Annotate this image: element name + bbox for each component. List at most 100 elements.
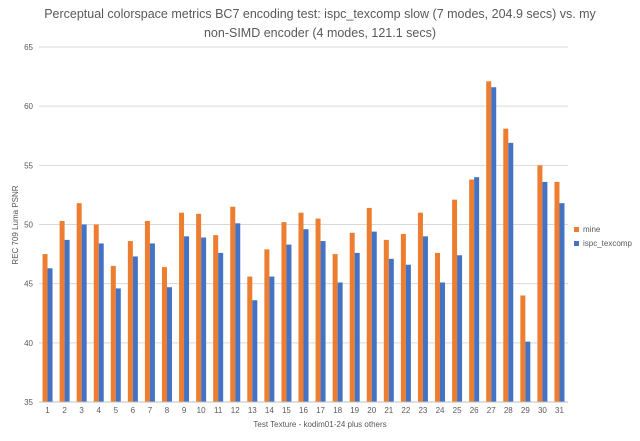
bar-mine-14 (264, 249, 270, 402)
bar-ispc_texcomp-23 (422, 236, 428, 402)
bar-mine-1 (42, 254, 48, 402)
x-tick-label: 30 (538, 406, 547, 415)
x-tick-label: 8 (165, 406, 170, 415)
bar-mine-4 (93, 224, 99, 402)
bar-mine-8 (161, 267, 167, 402)
bar-mine-27 (486, 81, 492, 403)
x-tick-label: 11 (214, 406, 223, 415)
bar-mine-16 (298, 212, 304, 402)
x-axis-label: Test Texture - kodim01-24 plus others (253, 420, 386, 429)
y-tick-label: 50 (24, 221, 33, 230)
x-tick-label: 2 (62, 406, 67, 415)
x-tick-label: 16 (299, 406, 308, 415)
x-tick-label: 5 (114, 406, 119, 415)
bar-ispc_texcomp-25 (457, 255, 463, 402)
bar-mine-29 (520, 295, 526, 402)
y-axis: 35 40 45 50 55 60 65 (24, 43, 33, 407)
x-tick-label: 17 (316, 406, 325, 415)
bar-mine-20 (366, 207, 372, 402)
bar-mine-12 (230, 206, 236, 402)
x-tick-label: 18 (333, 406, 342, 415)
bar-ispc_texcomp-9 (184, 236, 190, 402)
y-axis-label: REC 709 Luma PSNR (11, 185, 20, 264)
x-tick-label: 3 (79, 406, 84, 415)
bar-mine-2 (59, 220, 65, 402)
bar-ispc_texcomp-26 (474, 177, 480, 402)
bar-ispc_texcomp-18 (337, 282, 343, 402)
bar-ispc_texcomp-30 (542, 181, 548, 402)
bar-ispc_texcomp-5 (115, 288, 121, 402)
y-tick-label: 45 (24, 280, 33, 289)
bar-ispc_texcomp-3 (81, 224, 87, 402)
bar-mine-10 (196, 213, 202, 402)
bar-ispc_texcomp-17 (320, 241, 326, 402)
legend-label-mine: mine (583, 225, 601, 234)
x-tick-label: 20 (367, 406, 376, 415)
y-tick-label: 35 (24, 398, 33, 407)
x-tick-label: 19 (350, 406, 359, 415)
bar-mine-17 (315, 218, 321, 402)
x-tick-label: 10 (197, 406, 206, 415)
bar-ispc_texcomp-15 (286, 244, 292, 402)
y-tick-label: 65 (24, 43, 33, 52)
bar-mine-22 (400, 233, 406, 402)
x-tick-label: 23 (418, 406, 427, 415)
bar-mine-15 (281, 222, 287, 402)
bar-ispc_texcomp-1 (47, 268, 53, 402)
bar-mine-25 (452, 199, 458, 402)
x-tick-label: 12 (231, 406, 240, 415)
x-tick-label: 29 (521, 406, 530, 415)
bar-ispc_texcomp-8 (166, 287, 172, 402)
x-tick-label: 1 (45, 406, 50, 415)
x-tick-label: 7 (148, 406, 153, 415)
bar-ispc_texcomp-29 (525, 341, 531, 402)
bar-mine-6 (127, 241, 133, 402)
bar-mine-11 (213, 235, 219, 402)
bar-ispc_texcomp-20 (371, 231, 377, 402)
x-axis: 1 2 3 4 5 6 7 8 9 10 11 12 13 14 15 16 17 18 19 20 21 22 23 24 2… (39, 401, 568, 415)
bar-mine-21 (383, 239, 389, 402)
bar-ispc_texcomp-2 (64, 239, 70, 402)
bar-ispc_texcomp-22 (405, 264, 411, 402)
chart-title-line-1: Perceptual colorspace metrics BC7 encodi… (44, 7, 596, 21)
legend-swatch-mine (574, 227, 579, 232)
legend: mine ispc_texcomp (574, 225, 632, 248)
x-tick-label: 4 (96, 406, 101, 415)
bar-ispc_texcomp-14 (269, 276, 275, 402)
bar-ispc_texcomp-28 (508, 142, 514, 402)
x-tick-label: 6 (131, 406, 136, 415)
bar-ispc_texcomp-6 (132, 256, 138, 402)
bar-ispc_texcomp-7 (149, 243, 155, 402)
x-tick-label: 22 (401, 406, 410, 415)
bar-ispc_texcomp-4 (98, 243, 104, 402)
bar-mine-30 (537, 165, 543, 402)
bar-mine-9 (179, 212, 185, 402)
bar-mine-24 (435, 252, 441, 402)
chart-title-line-2: non-SIMD encoder (4 modes, 121.1 secs) (204, 26, 436, 40)
x-tick-label: 21 (384, 406, 393, 415)
bar-ispc_texcomp-13 (252, 300, 258, 402)
x-tick-label: 24 (436, 406, 445, 415)
bar-mine-5 (110, 265, 116, 402)
bar-mine-28 (503, 128, 509, 402)
bar-mine-31 (554, 181, 560, 402)
bar-ispc_texcomp-19 (354, 252, 360, 402)
bar-mine-19 (349, 232, 355, 402)
x-tick-label: 9 (182, 406, 187, 415)
x-tick-label: 26 (470, 406, 479, 415)
bar-mine-3 (76, 203, 82, 402)
bar-ispc_texcomp-12 (235, 223, 241, 402)
bar-mine-13 (247, 276, 253, 402)
legend-swatch-ispc_texcomp (574, 241, 579, 246)
x-tick-label: 28 (504, 406, 513, 415)
bar-ispc_texcomp-10 (201, 237, 207, 402)
bar-mine-18 (332, 254, 338, 402)
y-tick-label: 60 (24, 102, 33, 111)
y-tick-label: 55 (24, 161, 33, 170)
x-tick-label: 15 (282, 406, 291, 415)
x-tick-label: 27 (487, 406, 496, 415)
legend-label-ispc_texcomp: ispc_texcomp (583, 239, 632, 248)
bar-ispc_texcomp-16 (303, 229, 309, 402)
bar-ispc_texcomp-27 (491, 87, 497, 402)
